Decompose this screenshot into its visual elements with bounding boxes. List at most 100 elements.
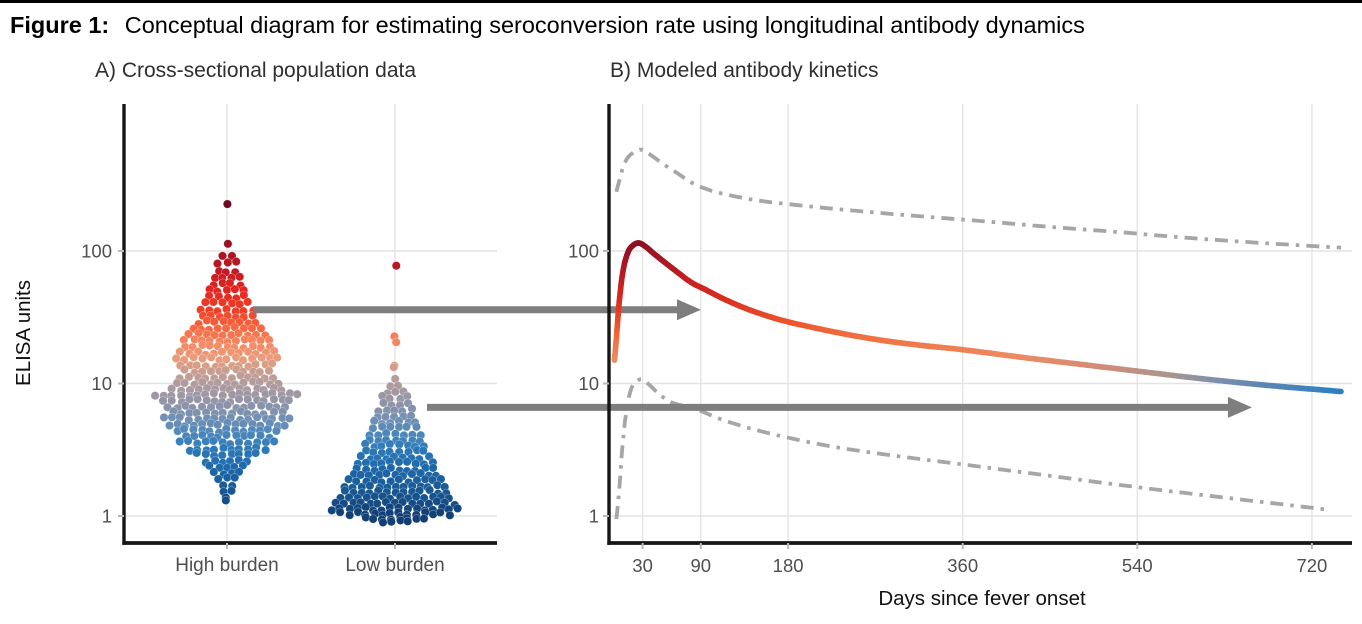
data-point bbox=[369, 416, 379, 426]
panel-b-tick-labels: 1 10 100 30 90 180 360 540 720 bbox=[568, 241, 1327, 577]
data-point bbox=[238, 355, 248, 365]
data-point bbox=[198, 354, 207, 363]
data-point bbox=[213, 474, 223, 484]
data-point bbox=[412, 514, 421, 524]
data-point bbox=[378, 517, 388, 527]
data-point bbox=[389, 362, 399, 372]
data-point bbox=[379, 398, 388, 408]
data-point bbox=[192, 448, 202, 458]
x-tick-label: 30 bbox=[632, 555, 653, 576]
data-point bbox=[435, 507, 445, 517]
y-tick-label: 10 bbox=[91, 373, 112, 394]
data-point bbox=[184, 372, 194, 382]
data-point bbox=[284, 413, 294, 423]
data-point bbox=[453, 503, 463, 513]
data-point bbox=[243, 449, 253, 459]
x-tick-label: 360 bbox=[947, 555, 978, 576]
x-tick-label: 540 bbox=[1122, 555, 1153, 576]
data-point bbox=[252, 412, 262, 422]
lower-bound-curve bbox=[614, 377, 1327, 520]
data-point bbox=[238, 419, 248, 429]
data-point bbox=[230, 284, 240, 294]
data-point bbox=[361, 512, 371, 522]
data-point bbox=[264, 366, 274, 376]
data-point bbox=[180, 378, 189, 388]
data-point bbox=[218, 372, 228, 382]
data-point bbox=[403, 516, 413, 526]
x-tick-label: 180 bbox=[773, 555, 804, 576]
data-point bbox=[327, 505, 337, 515]
data-point bbox=[356, 451, 366, 461]
data-point bbox=[165, 421, 174, 430]
data-point bbox=[272, 353, 282, 363]
panel-a-title: A) Cross-sectional population data bbox=[95, 59, 416, 82]
y-tick-label: 100 bbox=[81, 241, 112, 262]
data-point bbox=[222, 473, 232, 482]
data-point bbox=[222, 285, 232, 295]
data-point bbox=[222, 199, 232, 209]
data-point bbox=[401, 422, 411, 432]
panel-b-uncertainty-curves bbox=[614, 147, 1342, 520]
arrow-head bbox=[1227, 396, 1252, 418]
high-burden-swarm bbox=[150, 199, 302, 505]
y-tick-label: 1 bbox=[102, 506, 112, 527]
data-point bbox=[261, 445, 271, 455]
data-point bbox=[205, 341, 215, 350]
data-point bbox=[217, 347, 227, 357]
data-point bbox=[208, 436, 218, 446]
data-point bbox=[385, 422, 395, 432]
data-point bbox=[251, 359, 260, 369]
data-point bbox=[344, 474, 354, 484]
category-label: Low burden bbox=[345, 555, 444, 576]
data-point bbox=[251, 448, 261, 458]
data-point bbox=[209, 388, 219, 398]
data-point bbox=[385, 439, 395, 449]
data-point bbox=[280, 421, 290, 431]
figure-caption: Figure 1: Conceptual diagram for estimat… bbox=[10, 12, 1085, 38]
data-point bbox=[159, 412, 169, 422]
data-point bbox=[420, 474, 430, 484]
data-point bbox=[365, 481, 375, 491]
low-burden-swarm bbox=[327, 261, 463, 527]
category-label: High burden bbox=[175, 555, 279, 576]
data-point bbox=[179, 365, 189, 374]
y-tick-label: 10 bbox=[578, 373, 599, 394]
data-point bbox=[394, 474, 404, 484]
data-point bbox=[218, 297, 227, 307]
data-point bbox=[381, 468, 391, 478]
panel-b-x-axis-label: Days since fever onset bbox=[878, 587, 1086, 610]
figure-title: Conceptual diagram for estimating seroco… bbox=[125, 12, 1085, 38]
data-point bbox=[189, 352, 199, 362]
data-point bbox=[372, 499, 382, 509]
panel-a-axes bbox=[118, 104, 497, 549]
data-point bbox=[221, 495, 231, 505]
data-point bbox=[235, 272, 245, 282]
data-point bbox=[345, 510, 355, 520]
data-point bbox=[208, 297, 218, 307]
data-point bbox=[223, 239, 233, 249]
data-point bbox=[223, 258, 233, 267]
data-point bbox=[219, 443, 228, 453]
data-point bbox=[292, 389, 302, 399]
data-point bbox=[184, 329, 193, 339]
data-point bbox=[340, 486, 350, 496]
data-point bbox=[201, 436, 211, 446]
data-point bbox=[243, 297, 253, 307]
panel-b-gridlines bbox=[609, 104, 1352, 543]
data-point bbox=[213, 420, 223, 430]
data-point bbox=[150, 391, 160, 401]
data-point bbox=[261, 437, 271, 447]
panel-a: 1 10 100 High burden Low burden ELISA units bbox=[12, 104, 497, 576]
panel-b-axes bbox=[603, 104, 1352, 549]
y-tick-label: 100 bbox=[568, 241, 599, 262]
data-point bbox=[209, 467, 219, 477]
data-point bbox=[246, 401, 256, 411]
data-point bbox=[394, 439, 404, 449]
data-point bbox=[247, 323, 257, 333]
panel-b: 1 10 100 30 90 180 360 540 720 Days since fever … bbox=[253, 104, 1352, 610]
data-point bbox=[256, 323, 266, 333]
x-tick-label: 720 bbox=[1296, 555, 1327, 576]
panel-a-swarms bbox=[150, 199, 463, 527]
data-point bbox=[271, 426, 281, 436]
